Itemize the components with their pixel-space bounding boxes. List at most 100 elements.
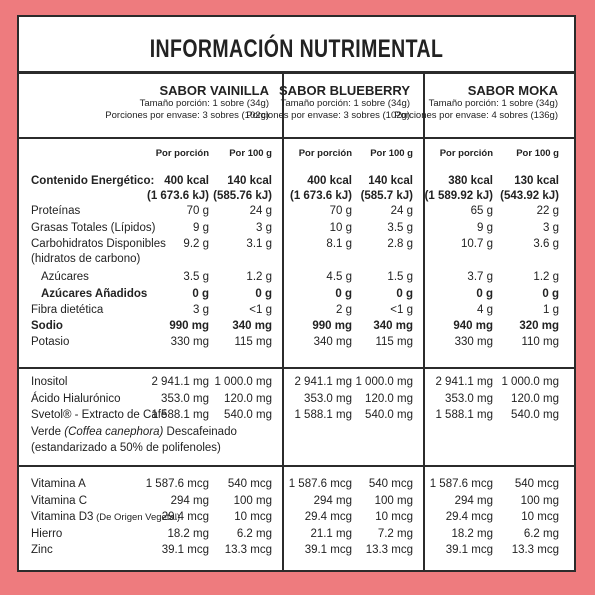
flavor-header-blueberry: SABOR BLUEBERRY Tamaño porción: 1 sobre … xyxy=(246,83,410,122)
value-cell: 13.3 mcg xyxy=(224,544,272,556)
value-cell: 39.1 mcg xyxy=(161,544,209,556)
flavor-name: SABOR MOKA xyxy=(467,83,558,98)
value-cell: 2.8 g xyxy=(387,238,413,250)
column-header-per-portion: Por porción xyxy=(439,148,493,159)
value-cell: 6.2 mg xyxy=(236,528,272,540)
row-label: Hierro xyxy=(31,528,63,540)
value-cell: 115 mg xyxy=(234,336,272,348)
value-cell: 2 g xyxy=(336,304,352,316)
value-cell: 10 mcg xyxy=(375,511,413,523)
value-cell: 10 mcg xyxy=(521,511,559,523)
row-label: Azúcares xyxy=(41,271,89,283)
value-cell: 65 g xyxy=(470,205,493,217)
value-cell: 9 g xyxy=(477,222,493,234)
value-cell: 39.1 mcg xyxy=(445,544,493,556)
column-header-per-100g: Por 100 g xyxy=(370,148,413,159)
value-cell: 1 g xyxy=(543,304,559,316)
flavor-name: SABOR BLUEBERRY xyxy=(279,83,410,98)
value-cell-kj: (1 589.92 kJ) xyxy=(424,190,493,202)
value-cell-kj: (1 673.6 kJ) xyxy=(289,190,352,202)
value-cell: 330 mg xyxy=(170,336,209,348)
value-cell: 4.5 g xyxy=(326,271,352,283)
row-label: Contenido Energético: xyxy=(31,175,155,187)
value-cell: 24 g xyxy=(249,205,272,217)
value-cell: 29.4 mcg xyxy=(445,511,493,523)
value-cell: 0 g xyxy=(542,288,559,300)
value-cell: 1 000.0 mg xyxy=(501,376,559,388)
value-cell: 18.2 mg xyxy=(167,528,209,540)
nutrition-label: INFORMACIÓN NUTRIMENTAL SABOR VAINILLA T… xyxy=(17,15,576,572)
value-cell: 3.1 g xyxy=(246,238,272,250)
svetol-text: Verde xyxy=(31,426,65,438)
value-cell: 1 588.1 mg xyxy=(151,409,209,421)
svetol-standardization: (estandarizado a 50% de polifenoles) xyxy=(31,442,221,454)
value-cell: 0 g xyxy=(192,288,209,300)
row-label: Zinc xyxy=(31,544,53,556)
value-cell: 1 588.1 mg xyxy=(294,409,352,421)
row-label: Fibra dietética xyxy=(31,304,104,316)
servings-per-package: Porciones por envase: 3 sobres (102g) xyxy=(246,110,410,121)
column-divider-2 xyxy=(423,71,425,570)
row-label: Inositol xyxy=(31,376,68,388)
value-cell: 0 g xyxy=(255,288,272,300)
column-header-per-100g: Por 100 g xyxy=(229,148,272,159)
value-cell: 990 mg xyxy=(169,320,209,332)
value-cell: 115 mg xyxy=(375,336,413,348)
row-label: Carbohidratos Disponibles xyxy=(31,238,166,250)
value-cell: 10 g xyxy=(329,222,352,234)
value-cell: 3 g xyxy=(193,304,209,316)
value-cell: 10.7 g xyxy=(461,238,493,250)
column-header-per-100g: Por 100 g xyxy=(516,148,559,159)
value-cell: 120.0 mg xyxy=(365,393,413,405)
row-label-note: (De Origen Vegetal) xyxy=(93,512,181,523)
value-cell: 294 mg xyxy=(454,495,493,507)
value-cell: 8.1 g xyxy=(326,238,352,250)
value-cell: 294 mg xyxy=(170,495,209,507)
value-cell-kj: (543.92 kJ) xyxy=(500,190,559,202)
value-cell: 29.4 mcg xyxy=(304,511,352,523)
value-cell: 13.3 mcg xyxy=(511,544,559,556)
row-label-continued: (hidratos de carbono) xyxy=(31,253,141,265)
divider-section1 xyxy=(19,367,574,369)
value-cell: 1 587.6 mcg xyxy=(288,478,352,490)
value-cell: 3.6 g xyxy=(533,238,559,250)
value-cell-kj: (585.76 kJ) xyxy=(213,190,272,202)
value-cell: 340 mg xyxy=(232,320,272,332)
value-cell: 100 mg xyxy=(520,495,559,507)
row-label: Potasio xyxy=(31,336,70,348)
value-cell: 2 941.1 mg xyxy=(294,376,352,388)
value-cell: 21.1 mg xyxy=(310,528,352,540)
flavor-name: SABOR VAINILLA xyxy=(159,83,269,98)
row-label: Proteínas xyxy=(31,205,81,217)
value-cell: 400 kcal xyxy=(307,175,352,187)
value-cell: 1 000.0 mg xyxy=(214,376,272,388)
value-cell: 22 g xyxy=(536,205,559,217)
value-cell: 1 587.6 mcg xyxy=(145,478,209,490)
value-cell: 540 mcg xyxy=(514,478,559,490)
value-cell: 100 mg xyxy=(374,495,413,507)
value-cell: 340 mg xyxy=(373,320,413,332)
row-label: Grasas Totales (Lípidos) xyxy=(31,222,156,234)
value-cell: 3.5 g xyxy=(183,271,209,283)
row-label: Vitamina D3 (De Origen Vegetal) xyxy=(31,511,181,523)
value-cell: 540.0 mg xyxy=(511,409,559,421)
value-cell: 70 g xyxy=(329,205,352,217)
value-cell: 140 kcal xyxy=(227,175,272,187)
value-cell: 3 g xyxy=(256,222,272,234)
portion-size: Tamaño porción: 1 sobre (34g) xyxy=(280,98,410,109)
column-header-per-portion: Por porción xyxy=(298,148,352,159)
value-cell: 0 g xyxy=(476,288,493,300)
value-cell: 320 mg xyxy=(519,320,559,332)
row-label: Azúcares Añadidos xyxy=(41,288,148,300)
flavor-header-moka: SABOR MOKA Tamaño porción: 1 sobre (34g)… xyxy=(394,83,558,122)
value-cell: 400 kcal xyxy=(164,175,209,187)
value-cell: 1.2 g xyxy=(533,271,559,283)
value-cell: 7.2 mg xyxy=(377,528,413,540)
label-title: INFORMACIÓN NUTRIMENTAL xyxy=(149,35,444,63)
value-cell: 3.5 g xyxy=(387,222,413,234)
value-cell: <1 g xyxy=(249,304,272,316)
value-cell: 1.2 g xyxy=(246,271,272,283)
value-cell: 540.0 mg xyxy=(224,409,272,421)
value-cell-kj: (585.7 kJ) xyxy=(360,190,413,202)
servings-per-package: Porciones por envase: 3 sobres (102g) xyxy=(105,110,269,121)
